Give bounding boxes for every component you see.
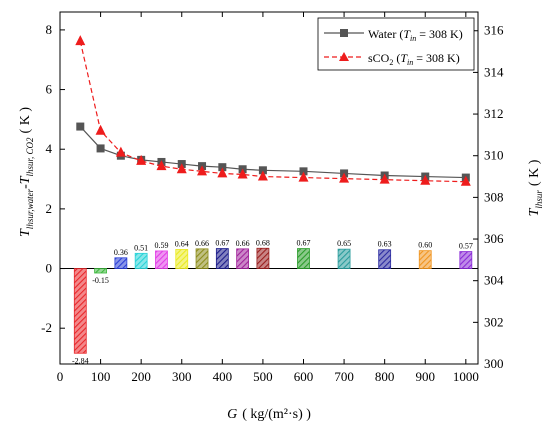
right-tick-label: 312 xyxy=(484,106,504,121)
series-point-1 xyxy=(95,124,106,135)
series-point-1 xyxy=(460,175,471,186)
left-tick-label: 2 xyxy=(46,201,53,216)
bar xyxy=(337,248,351,269)
bar-value-label: -2.84 xyxy=(72,356,89,365)
x-tick-label: 600 xyxy=(294,369,314,384)
x-tick-label: 500 xyxy=(253,369,273,384)
bar-value-label: 0.64 xyxy=(175,239,189,248)
bar-value-label: 0.36 xyxy=(114,248,128,257)
bar-value-label: 0.51 xyxy=(134,243,148,252)
x-tick-label: 100 xyxy=(91,369,111,384)
bar xyxy=(215,248,229,269)
x-tick-label: 200 xyxy=(131,369,151,384)
legend-water-label: Water (Tin = 308 K) xyxy=(368,27,463,43)
x-tick-label: 1000 xyxy=(453,369,479,384)
bar-value-label: 0.67 xyxy=(215,239,229,248)
bar xyxy=(175,249,189,269)
series-point-0 xyxy=(96,144,105,153)
legend-sco2-marker xyxy=(339,52,349,61)
series-point-0 xyxy=(76,122,85,131)
series-point-1 xyxy=(217,167,228,178)
series-point-1 xyxy=(298,171,309,182)
legend: Water (Tin = 308 K) sCO2 (Tin = 308 K) xyxy=(317,17,475,71)
bar xyxy=(114,257,128,269)
x-tick-label: 800 xyxy=(375,369,395,384)
bar-value-label: 0.63 xyxy=(378,240,392,249)
series-point-0 xyxy=(218,163,227,172)
bar xyxy=(155,250,168,269)
left-tick-label: 0 xyxy=(46,261,53,276)
series-line-0 xyxy=(79,126,466,179)
bar-value-label: 0.65 xyxy=(337,239,351,248)
series-point-1 xyxy=(75,35,86,46)
series-point-0 xyxy=(258,166,267,175)
left-tick-label: 6 xyxy=(46,82,53,97)
bar xyxy=(134,252,148,269)
bar-value-label: 0.66 xyxy=(236,239,250,248)
x-tick-label: 700 xyxy=(334,369,354,384)
legend-frame xyxy=(317,17,475,71)
bar-value-label: 0.59 xyxy=(154,241,168,250)
bar-value-label: 0.68 xyxy=(256,238,270,247)
bar-value-label: 0.66 xyxy=(195,239,209,248)
right-tick-label: 316 xyxy=(484,23,504,38)
bar xyxy=(195,248,209,269)
series-point-0 xyxy=(299,167,308,176)
left-tick-label: -2 xyxy=(41,320,52,335)
x-tick-label: 0 xyxy=(57,369,64,384)
series-point-1 xyxy=(339,172,350,183)
right-tick-label: 306 xyxy=(484,231,504,246)
bar xyxy=(73,268,87,354)
bar xyxy=(236,248,250,269)
bar-value-label: 0.67 xyxy=(296,239,310,248)
left-tick-label: 4 xyxy=(46,141,53,156)
series-point-1 xyxy=(420,174,431,185)
series-point-1 xyxy=(257,170,268,181)
right-tick-label: 300 xyxy=(484,356,504,371)
right-tick-label: 314 xyxy=(484,64,504,79)
x-tick-label: 400 xyxy=(213,369,233,384)
plot-area: -2.84 -0.15 0.36 0.51 0.59 0.64 0.66 0.67 0.66 0.… xyxy=(60,35,478,365)
bar xyxy=(94,268,107,274)
right-tick-label: 310 xyxy=(484,148,504,163)
series-point-1 xyxy=(115,146,126,157)
bar xyxy=(459,251,473,269)
series-point-1 xyxy=(176,163,187,174)
right-tick-label: 302 xyxy=(484,314,504,329)
right-tick-label: 304 xyxy=(484,273,504,288)
series-point-1 xyxy=(136,154,147,165)
bar-value-label: 0.60 xyxy=(418,241,432,250)
right-tick-label: 308 xyxy=(484,189,504,204)
axes: 0 100 200 300 400 500 600 700 800 900 1000 -2 0 2 4 6 8 3… xyxy=(41,11,504,384)
plot-frame xyxy=(59,11,479,365)
series-point-1 xyxy=(156,160,167,171)
legend-water-marker xyxy=(340,29,348,37)
right-axis-title: Tlhsur( K ) xyxy=(527,159,544,216)
bar xyxy=(378,249,392,269)
bottom-axis-title: G( kg/(m²·s) ) xyxy=(227,407,311,422)
legend-sco2-label: sCO2 (Tin = 308 K) xyxy=(368,51,460,67)
bar-value-label: 0.57 xyxy=(459,242,473,251)
bar xyxy=(256,247,270,269)
series-point-1 xyxy=(197,165,208,176)
left-tick-label: 8 xyxy=(46,22,53,37)
x-tick-label: 900 xyxy=(415,369,435,384)
series-point-1 xyxy=(379,173,390,184)
x-tick-label: 300 xyxy=(172,369,192,384)
bar xyxy=(297,248,310,269)
series-point-1 xyxy=(237,168,248,179)
bar-value-label: -0.15 xyxy=(92,276,109,285)
left-axis-title: Tlhsur,water-Tlhsur, CO2( K ) xyxy=(18,107,35,237)
bar xyxy=(418,250,432,269)
